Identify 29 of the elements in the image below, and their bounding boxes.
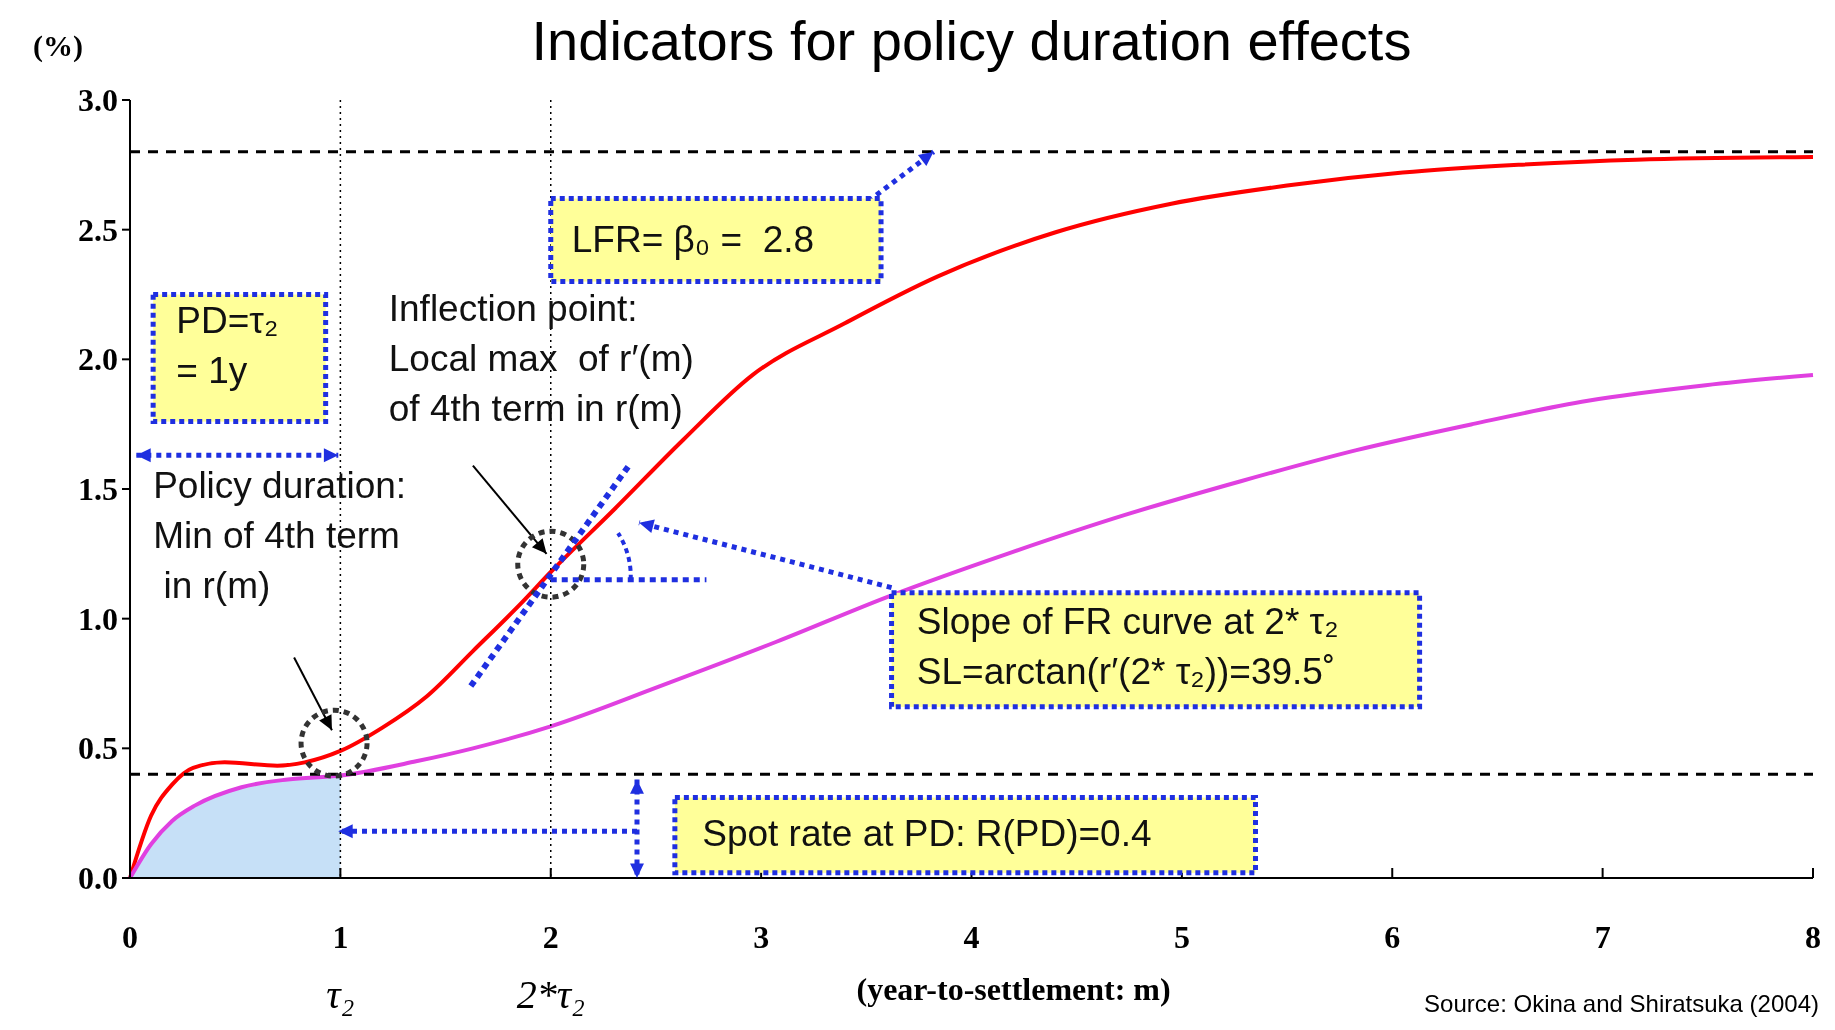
annotation: Slope of FR curve at 2* τ₂ SL=arctan(r′(2* τ₂))=39.5˚	[916, 601, 1339, 693]
chart-title: Indicators for policy duration effects	[531, 9, 1412, 72]
y-tick-label: 1.0	[78, 600, 118, 637]
x-tick-label: 7	[1594, 919, 1611, 955]
x-tick-label: 1	[332, 919, 349, 955]
y-tick-label: 2.5	[78, 211, 118, 248]
annotation: PD=τ₂ = 1y	[176, 300, 279, 392]
y-tick-label: 2.0	[78, 341, 118, 378]
x-tick-label: 5	[1173, 919, 1190, 955]
x-tick-label: 2	[542, 919, 559, 955]
y-tick-label: 0.5	[78, 730, 118, 767]
x-tick-label: 4	[963, 919, 980, 955]
annotation: Policy duration: Min of 4th term in r(m)	[153, 464, 407, 606]
annotation: LFR= β₀ = 2.8	[571, 219, 815, 261]
annotation: Spot rate at PD: R(PD)=0.4	[702, 812, 1152, 854]
x-tick-label: 8	[1805, 919, 1821, 955]
ref-line-label: 2*τ₂	[516, 972, 585, 1017]
y-axis-title: (%)	[33, 29, 83, 63]
x-tick-label: 0	[122, 919, 138, 955]
x-tick-label: 6	[1384, 919, 1401, 955]
ref-line-label: τ₂	[326, 972, 355, 1017]
source-note: Source: Okina and Shiratsuka (2004)	[1424, 990, 1819, 1017]
line-series	[128, 155, 1815, 880]
y-tick-label: 3.0	[78, 82, 118, 118]
x-axis-title: (year-to-settlement: m)	[856, 971, 1171, 1007]
y-tick-label: 0.0	[78, 860, 118, 896]
y-tick-label: 1.5	[78, 471, 118, 507]
x-tick-label: 3	[753, 919, 770, 955]
annotation: Inflection point: Local max of r′(m) of 4th term in r(m)	[388, 288, 694, 430]
